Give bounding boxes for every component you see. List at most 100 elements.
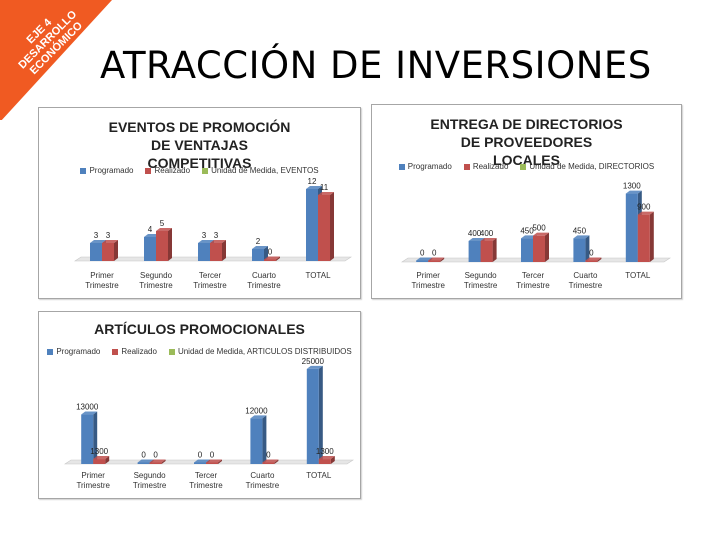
legend-label: Unidad de Medida, DIRECTORIOS — [529, 162, 655, 171]
legend-item-unidad: Unidad de Medida, ARTICULOS DISTRIBUIDOS — [168, 347, 352, 356]
bar-top — [428, 257, 445, 261]
data-label: 0 — [266, 451, 271, 460]
category-label: Primer — [416, 271, 440, 280]
bar-programado — [90, 243, 102, 261]
bar-programado — [81, 414, 94, 464]
bar-top — [573, 235, 590, 239]
data-label: 0 — [153, 451, 158, 460]
bar-programado — [252, 249, 264, 261]
category-label: Trimestre — [569, 281, 603, 290]
category-label: Trimestre — [193, 281, 227, 290]
data-label: 4 — [148, 225, 153, 234]
bar-programado — [306, 189, 318, 261]
data-label: 400 — [468, 229, 482, 238]
bar-side — [330, 456, 335, 464]
legend-label: Programado — [407, 162, 452, 171]
category-label: Segundo — [134, 471, 167, 480]
category-label: Cuarto — [573, 271, 598, 280]
category-label: Trimestre — [247, 281, 281, 290]
bar-top — [210, 240, 226, 243]
data-label: 1300 — [316, 447, 334, 456]
category-label: Primer — [90, 271, 114, 280]
legend-swatch — [47, 348, 54, 355]
bar-top — [306, 365, 323, 369]
chart-title: ENTREGA DE DIRECTORIOS DE PROVEEDORES LO… — [430, 116, 623, 168]
legend-item-unidad: Unidad de Medida, EVENTOS — [202, 166, 319, 175]
legend-swatch — [520, 163, 527, 170]
category-label: Trimestre — [85, 281, 119, 290]
data-label: 12000 — [245, 406, 268, 415]
bar-top — [93, 456, 110, 460]
category-label: TOTAL — [305, 271, 331, 280]
data-label: 1300 — [90, 447, 108, 456]
category-label: Trimestre — [139, 281, 173, 290]
legend-label: Unidad de Medida, ARTICULOS DISTRIBUIDOS — [177, 347, 352, 356]
bar-top — [480, 237, 497, 241]
bar-top — [416, 257, 433, 261]
category-label: Tercer — [199, 271, 222, 280]
bar-programado — [144, 237, 156, 261]
data-label: 3 — [106, 231, 111, 240]
bar-top — [468, 237, 485, 241]
bar-realizado — [149, 462, 162, 464]
data-label: 2 — [256, 237, 261, 246]
bar-top — [102, 240, 118, 243]
bar-realizado — [318, 459, 331, 464]
bar-top — [262, 459, 279, 463]
category-label: Segundo — [140, 271, 173, 280]
legend-label: Programado — [56, 347, 101, 356]
category-label: Cuarto — [250, 471, 275, 480]
bar-top — [250, 415, 267, 419]
chart-panel-eventos: EVENTOS DE PROMOCIÓN DE VENTAJAS COMPETI… — [38, 107, 361, 299]
data-label: 0 — [420, 249, 425, 258]
bar-top — [318, 192, 334, 195]
category-label: Segundo — [465, 271, 498, 280]
legend-swatch — [145, 167, 152, 174]
legend-label: Realizado — [154, 166, 191, 175]
bar-top — [585, 257, 602, 261]
legend-swatch — [80, 167, 87, 174]
bar-side — [585, 235, 590, 262]
data-label: 0 — [210, 451, 215, 460]
legend-label: Unidad de Medida, EVENTOS — [211, 166, 319, 175]
bar-side — [597, 257, 602, 262]
ribbon-shape — [0, 0, 112, 120]
bar-top — [252, 246, 268, 249]
category-label: Trimestre — [246, 481, 280, 490]
legend-item-programado: Programado — [47, 347, 100, 356]
bar-plot: 0 0PrimerTrimestre400400SegundoTrimestre4… — [401, 182, 671, 290]
category-label: Trimestre — [516, 281, 550, 290]
bar-side — [330, 192, 334, 261]
bar-side — [161, 459, 166, 464]
bar-realizado — [262, 462, 275, 464]
data-label: 0 — [198, 451, 203, 460]
bar-programado — [416, 260, 429, 262]
data-label: 1300 — [623, 182, 641, 191]
bar-top — [206, 459, 222, 463]
data-label: 500 — [532, 224, 546, 233]
bar-realizado — [637, 214, 650, 262]
bar-top — [533, 232, 549, 236]
bar-realizado — [264, 259, 276, 261]
chart-title: ARTÍCULOS PROMOCIONALES — [94, 321, 305, 337]
bar-programado — [198, 243, 210, 261]
chart-legend: Programado Realizado Unidad de Medida, A… — [39, 347, 360, 356]
bar-top — [156, 228, 172, 231]
legend-swatch — [202, 167, 209, 174]
bar-realizado — [102, 243, 114, 261]
bar-side — [114, 240, 118, 261]
category-label: Tercer — [195, 471, 218, 480]
legend-swatch — [463, 163, 470, 170]
category-label: Trimestre — [133, 481, 167, 490]
bar-programado — [468, 240, 481, 262]
legend-swatch — [398, 163, 405, 170]
legend-item-unidad: Unidad de Medida, DIRECTORIOS — [520, 162, 654, 171]
bar-realizado — [93, 459, 106, 464]
bar-realizado — [206, 462, 218, 464]
bar-top — [198, 240, 214, 243]
category-label: Cuarto — [252, 271, 277, 280]
data-label: 3 — [202, 231, 207, 240]
bar-programado — [306, 368, 319, 464]
